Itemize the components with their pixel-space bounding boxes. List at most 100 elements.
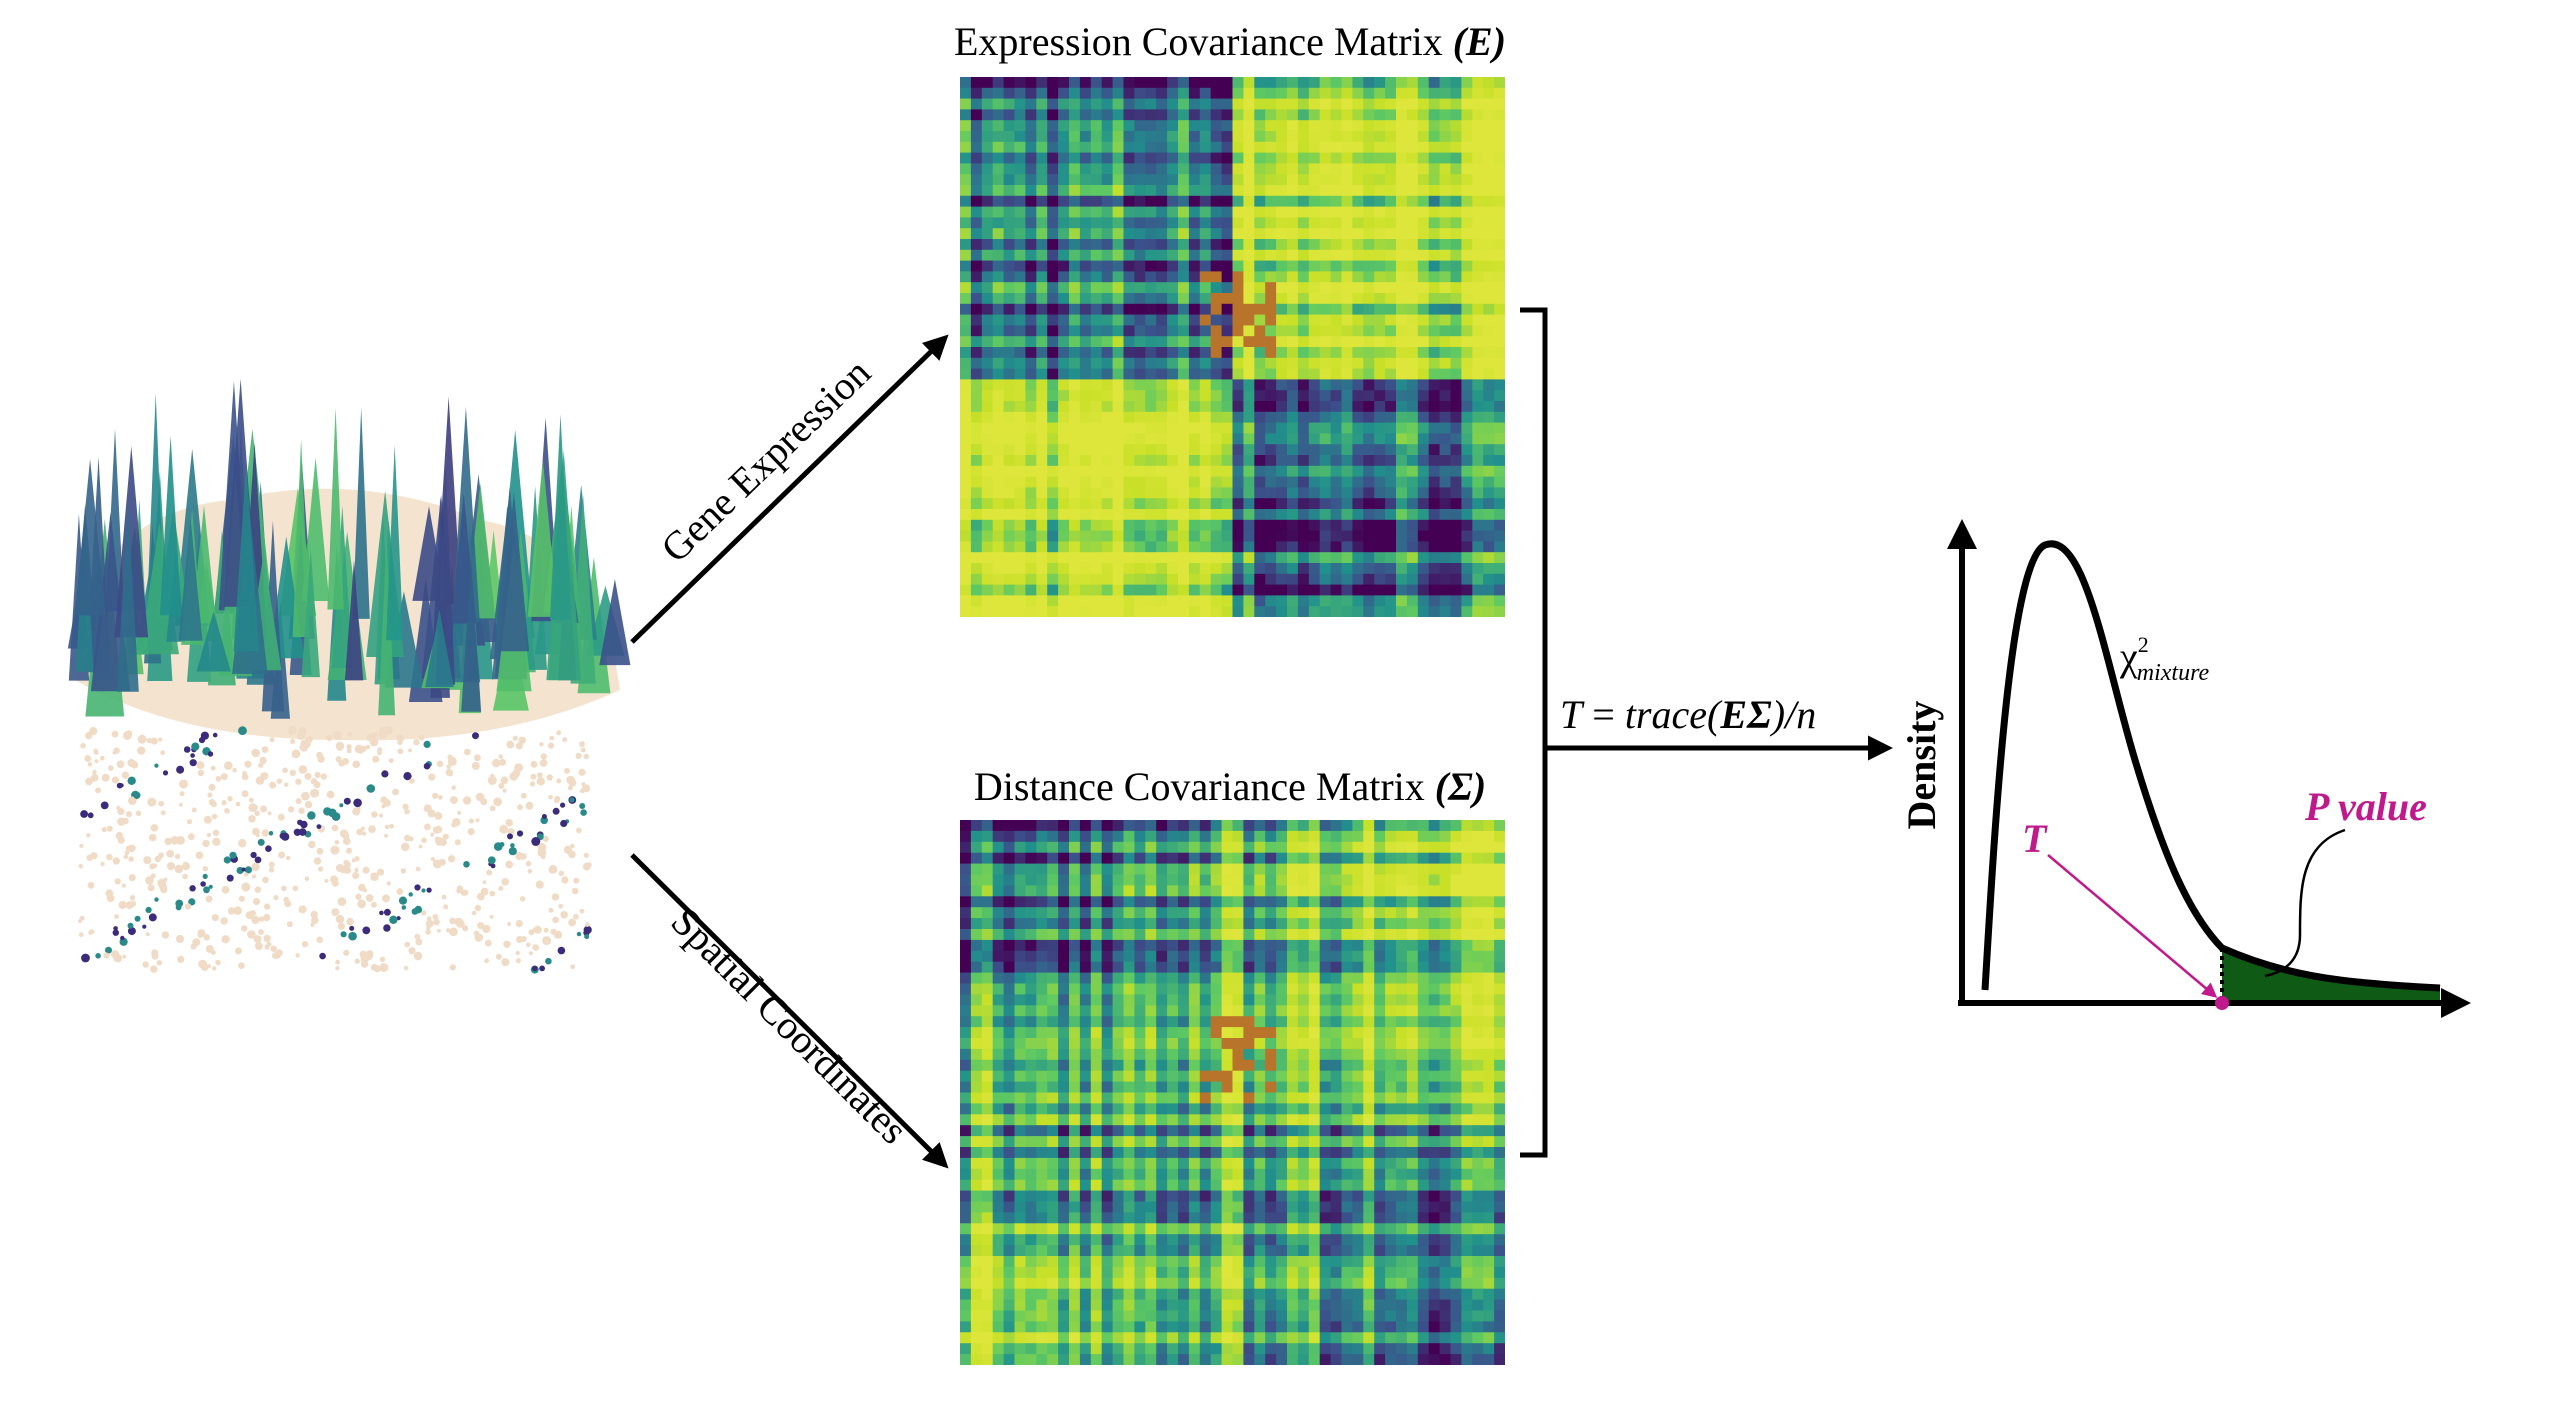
heatmap-cell <box>1199 195 1212 208</box>
heatmap-cell <box>1472 206 1484 218</box>
heatmap-cell <box>1450 994 1462 1006</box>
spatial-spot <box>202 866 208 872</box>
heatmap-cell <box>1134 109 1146 121</box>
heatmap-cell <box>1450 77 1462 89</box>
heatmap-cell <box>1123 444 1135 456</box>
spatial-spot <box>549 735 555 741</box>
heatmap-cell <box>1199 1016 1212 1028</box>
heatmap-cell <box>1101 509 1114 521</box>
heatmap-cell <box>1232 1168 1244 1181</box>
heatmap-cell <box>1461 1048 1473 1061</box>
heatmap-cell <box>1014 336 1026 348</box>
heatmap-cell <box>1385 260 1397 272</box>
heatmap-cell <box>1178 1048 1190 1061</box>
heatmap-cell <box>1439 573 1452 586</box>
heatmap-cell <box>1058 907 1070 919</box>
heatmap-cell <box>1319 1125 1332 1137</box>
heatmap-cell <box>1036 422 1048 434</box>
heatmap-cell <box>1265 1070 1277 1083</box>
heatmap-cell <box>981 1059 994 1072</box>
heatmap-cell <box>1287 444 1299 456</box>
heatmap-cell <box>1341 347 1353 359</box>
heatmap-cell <box>1406 1005 1419 1017</box>
heatmap-cell <box>1254 347 1266 359</box>
heatmap-cell <box>1232 852 1244 865</box>
spatial-spot <box>527 868 533 874</box>
heatmap-cell <box>1385 1168 1397 1181</box>
heatmap-cell <box>1090 918 1103 930</box>
heatmap-cell <box>1221 1125 1234 1137</box>
spatial-spot <box>398 896 408 905</box>
heatmap-cell <box>1461 983 1473 995</box>
heatmap-cell <box>1134 455 1146 467</box>
spatial-spot <box>554 797 560 804</box>
heatmap-cell <box>1232 347 1244 359</box>
heatmap-cell <box>1450 314 1462 326</box>
heatmap-cell <box>1254 939 1266 952</box>
heatmap-cell <box>1014 487 1026 499</box>
heatmap-cell <box>1243 918 1255 930</box>
heatmap-cell <box>1352 1092 1364 1104</box>
heatmap-cell <box>1450 519 1462 532</box>
heatmap-cell <box>1058 476 1070 488</box>
heatmap-cell <box>1090 185 1103 197</box>
spatial-spot <box>248 815 256 823</box>
heatmap-cell <box>1450 152 1462 164</box>
heatmap-cell <box>1385 541 1397 553</box>
heatmap-cell <box>1123 206 1135 218</box>
heatmap-cell <box>992 1016 1005 1028</box>
heatmap-cell <box>1232 120 1244 132</box>
heatmap-cell <box>1352 972 1364 985</box>
spatial-spot <box>251 748 260 758</box>
heatmap-cell <box>1047 552 1059 564</box>
spatial-spot <box>371 731 378 738</box>
heatmap-cell <box>1341 87 1353 100</box>
heatmap-cell <box>1385 1070 1397 1083</box>
heatmap-cell <box>1385 1038 1397 1050</box>
heatmap-cell <box>992 217 1005 229</box>
heatmap-cell <box>1276 1005 1288 1017</box>
heatmap-cell <box>1069 1136 1081 1148</box>
spatial-spot <box>579 741 585 748</box>
heatmap-cell <box>1341 552 1353 564</box>
heatmap-cell <box>1188 885 1201 897</box>
heatmap-cell <box>1025 120 1037 132</box>
heatmap-cell <box>1428 907 1441 919</box>
heatmap-cell <box>1101 390 1114 402</box>
heatmap-cell <box>1352 983 1364 995</box>
heatmap-cell <box>1363 595 1375 607</box>
heatmap-cell <box>1406 1168 1419 1181</box>
heatmap-cell <box>1232 1092 1244 1104</box>
spatial-spot <box>233 906 242 915</box>
heatmap-cell <box>970 98 983 110</box>
heatmap-cell <box>992 1147 1005 1159</box>
spatial-spot <box>117 817 126 826</box>
heatmap-cell <box>1036 228 1048 240</box>
heatmap-cell <box>1003 929 1016 941</box>
heatmap-cell <box>1450 347 1462 359</box>
heatmap-cell <box>1374 606 1386 617</box>
heatmap-cell <box>1047 336 1059 348</box>
heatmap-cell <box>1058 260 1070 272</box>
heatmap-cell <box>1439 444 1452 456</box>
heatmap-cell <box>1385 347 1397 359</box>
heatmap-cell <box>1079 820 1092 832</box>
heatmap-cell <box>1450 573 1462 586</box>
heatmap-cell <box>1494 444 1505 456</box>
heatmap-cell <box>1385 379 1397 391</box>
heatmap-cell <box>1101 896 1114 908</box>
heatmap-cell <box>1352 830 1364 843</box>
heatmap-cell <box>1417 1168 1430 1181</box>
heatmap-cell <box>1123 1016 1135 1028</box>
heatmap-cell <box>1319 1103 1332 1115</box>
heatmap-cell <box>1058 1179 1070 1192</box>
heatmap-cell <box>1145 1005 1157 1017</box>
heatmap-cell <box>1428 563 1441 575</box>
heatmap-cell <box>1483 411 1495 424</box>
heatmap-cell <box>1025 606 1037 617</box>
heatmap-cell <box>1123 852 1135 865</box>
heatmap-cell <box>1199 206 1212 218</box>
heatmap-cell <box>1167 541 1179 553</box>
heatmap-cell <box>1363 1168 1375 1181</box>
expression-peak <box>74 459 106 616</box>
